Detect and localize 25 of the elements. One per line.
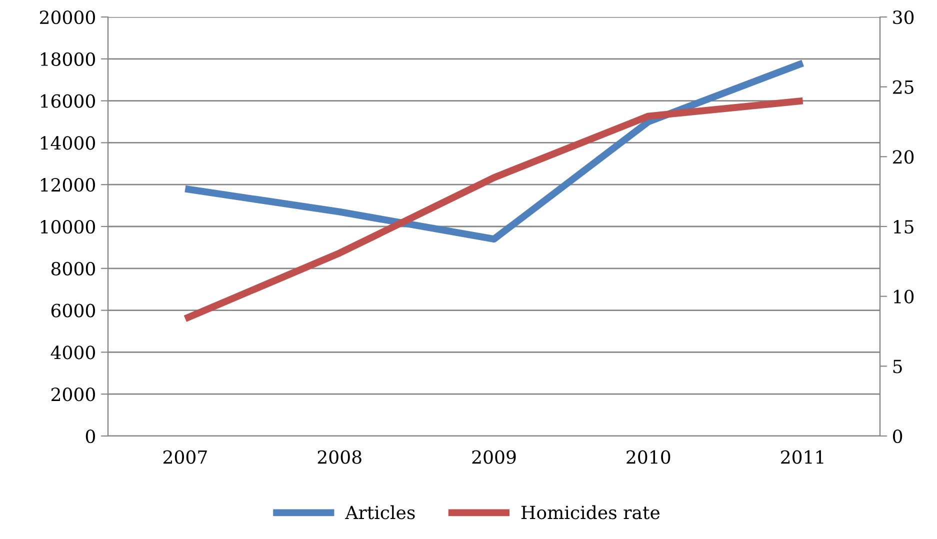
y-tick-label: 12000 bbox=[40, 178, 95, 192]
legend-label: Articles bbox=[345, 505, 415, 520]
y-tick-label: 20000 bbox=[40, 10, 95, 24]
y-tick-label: 14000 bbox=[40, 136, 95, 150]
y2-tick-label: 30 bbox=[893, 10, 914, 24]
y-tick-label: 4000 bbox=[50, 346, 95, 360]
y-tick-label: 6000 bbox=[51, 304, 95, 318]
y2-tick-label: 25 bbox=[893, 80, 914, 94]
y-tick-label: 0 bbox=[86, 429, 95, 444]
y-tick-label: 16000 bbox=[40, 94, 95, 108]
x-tick-label: 2011 bbox=[781, 450, 824, 464]
y-tick-label: 18000 bbox=[40, 52, 95, 66]
x-tick-label: 2007 bbox=[163, 450, 207, 464]
y2-tick-label: 20 bbox=[893, 150, 914, 164]
x-tick-label: 2010 bbox=[626, 450, 670, 464]
y-tick-label: 8000 bbox=[51, 262, 95, 276]
y2-tick-label: 15 bbox=[894, 220, 914, 234]
x-tick-label: 2009 bbox=[472, 450, 516, 464]
y-tick-label: 2000 bbox=[51, 388, 95, 402]
legend-label: Homicides rate bbox=[521, 505, 660, 520]
y2-tick-label: 0 bbox=[892, 429, 902, 444]
y2-tick-label: 10 bbox=[894, 290, 914, 304]
y-tick-label: 10000 bbox=[40, 220, 95, 234]
y2-tick-label: 5 bbox=[893, 360, 902, 374]
x-tick-label: 2008 bbox=[318, 450, 362, 464]
